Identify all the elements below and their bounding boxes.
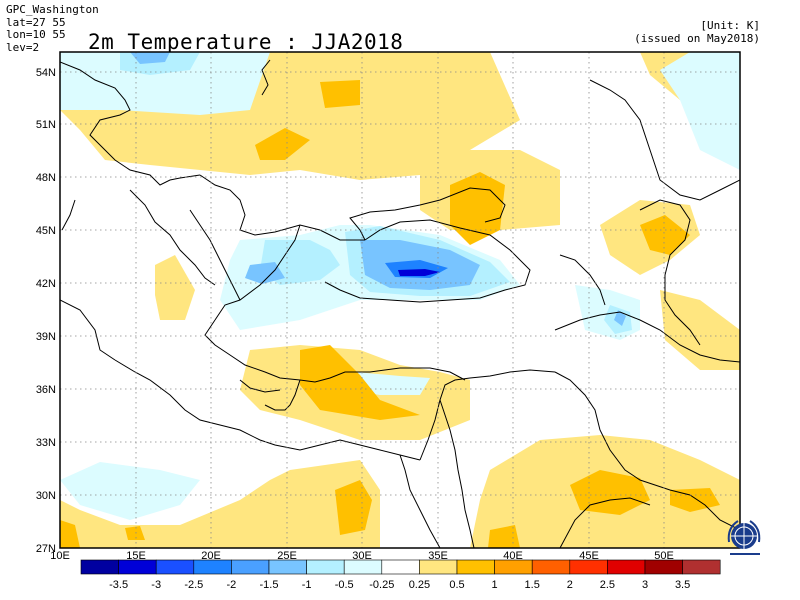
graticule <box>60 52 740 548</box>
legend-label: -1.5 <box>260 579 279 591</box>
map-title: 2m Temperature : JJA2018 <box>88 30 404 54</box>
legend-label: -2.5 <box>184 579 203 591</box>
legend-swatch <box>644 559 683 575</box>
legend-swatch <box>456 559 495 575</box>
legend-swatch <box>231 559 270 575</box>
legend-label: 1 <box>492 579 498 591</box>
lon-label: 20E <box>201 550 221 562</box>
lon-label: 30E <box>352 550 372 562</box>
legend-label: -0.25 <box>369 579 394 591</box>
legend-label: -1 <box>302 579 312 591</box>
lat-label: 30N <box>36 490 56 502</box>
lat-label: 54N <box>36 67 56 79</box>
legend-label: 2.5 <box>600 579 615 591</box>
wmo-logo-icon <box>727 520 761 555</box>
anomaly-negative-core <box>398 269 440 276</box>
legend-swatch <box>607 559 646 575</box>
coastlines <box>60 59 740 548</box>
map-frame <box>59 51 741 549</box>
legend-label: 3.5 <box>675 579 690 591</box>
legend-swatch <box>682 559 721 575</box>
legend-swatch <box>193 559 232 575</box>
legend-label: -3 <box>151 579 161 591</box>
legend-label: 0.25 <box>409 579 430 591</box>
legend-swatch <box>155 559 195 575</box>
legend-label: 3 <box>642 579 648 591</box>
unit-label: [Unit: K] <box>700 19 760 32</box>
level-label: lev=2 <box>6 40 40 54</box>
legend-swatch <box>419 559 458 575</box>
center-label: GPC_Washington <box>6 3 99 16</box>
lon-label: 40E <box>503 550 523 562</box>
legend-label: -0.5 <box>335 579 354 591</box>
lat-label: 51N <box>36 119 56 131</box>
lat-range-label: lat=27 55 <box>6 15 66 29</box>
legend-swatch <box>118 559 157 575</box>
lat-label: 33N <box>36 437 56 449</box>
legend-swatch <box>343 559 383 575</box>
lon-label: 45E <box>579 550 599 562</box>
color-legend: -3.5 -3 -2.5 -2 -1.5 -1 -0.5 -0.25 0.25 0.5 1 1.5 2 2… <box>80 559 721 591</box>
legend-label: -3.5 <box>109 579 128 591</box>
anomaly-positive-medium <box>60 80 720 548</box>
legend-label: 0.5 <box>449 579 464 591</box>
legend-swatch <box>306 559 345 575</box>
issued-label: (issued on May2018) <box>634 32 760 45</box>
legend-label: -2 <box>227 579 237 591</box>
legend-label: 1.5 <box>525 579 540 591</box>
axis-labels: 54N 51N 48N 45N 42N 39N 36N 33N 30N 27N … <box>36 67 674 562</box>
metadata-block: GPC_Washington lat=27 55 lon=10 55 lev=2 <box>6 3 99 54</box>
lon-label: 50E <box>654 550 674 562</box>
anomaly-shading <box>60 52 740 548</box>
lat-label: 48N <box>36 172 56 184</box>
legend-swatch <box>531 559 571 575</box>
legend-swatch <box>494 559 533 575</box>
lat-label: 45N <box>36 225 56 237</box>
lat-label: 36N <box>36 384 56 396</box>
lon-label: 15E <box>126 550 146 562</box>
lat-label: 27N <box>36 543 56 555</box>
legend-label: 2 <box>567 579 573 591</box>
lon-range-label: lon=10 55 <box>6 28 66 41</box>
legend-swatch <box>80 559 119 575</box>
lon-label: 10E <box>50 550 70 562</box>
lat-label: 42N <box>36 278 56 290</box>
lat-label: 39N <box>36 331 56 343</box>
lon-label: 35E <box>428 550 448 562</box>
unit-block: [Unit: K] (issued on May2018) <box>634 19 760 45</box>
legend-swatch <box>268 559 307 575</box>
legend-swatch <box>569 559 608 575</box>
legend-swatch <box>381 559 420 575</box>
lon-label: 25E <box>277 550 297 562</box>
